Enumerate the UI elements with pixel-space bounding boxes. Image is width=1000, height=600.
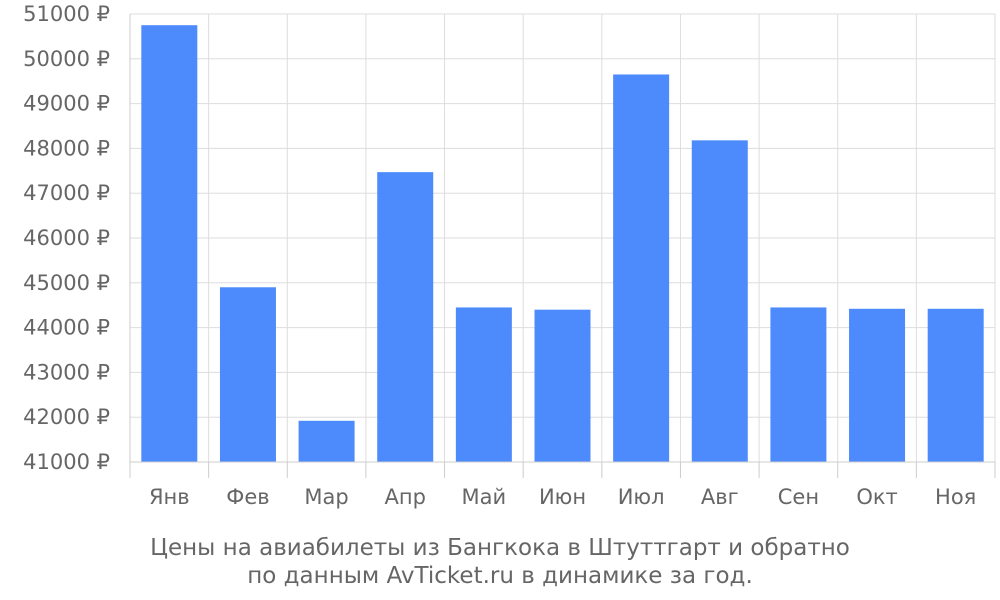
- bar: [849, 308, 906, 462]
- y-tick-label: 42000 ₽: [23, 405, 110, 429]
- bar: [691, 140, 748, 462]
- x-tick-label: Май: [462, 485, 507, 509]
- x-tick-label: Окт: [856, 485, 897, 509]
- x-tick-label: Авг: [701, 485, 739, 509]
- y-tick-label: 51000 ₽: [23, 2, 110, 26]
- tick-labels: 41000 ₽ 42000 ₽ 43000 ₽ 44000 ₽ 45000 ₽ 46000…: [23, 2, 976, 509]
- chart-caption-line-1: Цены на авиабилеты из Бангкока в Штуттга…: [150, 535, 850, 561]
- bar: [534, 309, 591, 462]
- x-tick-label: Сен: [778, 485, 819, 509]
- bar: [141, 25, 198, 462]
- chart-caption-line-2: по данным AvTicket.ru в динамике за год.: [247, 563, 753, 589]
- bar: [377, 172, 434, 463]
- x-tick-label: Ноя: [935, 485, 976, 509]
- x-tick-label: Июл: [618, 485, 665, 509]
- y-tick-label: 49000 ₽: [23, 92, 110, 116]
- y-tick-label: 43000 ₽: [23, 360, 110, 384]
- x-tick-label: Июн: [539, 485, 586, 509]
- bar: [298, 420, 355, 462]
- x-tick-label: Мар: [304, 485, 348, 509]
- bar: [927, 308, 984, 462]
- axes: [129, 14, 996, 478]
- bar: [613, 74, 670, 462]
- bar: [455, 307, 512, 462]
- y-tick-label: 47000 ₽: [23, 181, 110, 205]
- x-tick-label: Апр: [385, 485, 426, 509]
- y-tick-label: 50000 ₽: [23, 47, 110, 71]
- bar: [219, 287, 276, 462]
- y-tick-label: 46000 ₽: [23, 226, 110, 250]
- y-tick-label: 44000 ₽: [23, 316, 110, 340]
- x-tick-label: Янв: [149, 485, 190, 509]
- y-tick-label: 45000 ₽: [23, 271, 110, 295]
- bars: [141, 25, 984, 463]
- y-tick-label: 41000 ₽: [23, 450, 110, 474]
- x-tick-label: Фев: [226, 485, 269, 509]
- y-tick-label: 48000 ₽: [23, 136, 110, 160]
- bar: [770, 307, 827, 462]
